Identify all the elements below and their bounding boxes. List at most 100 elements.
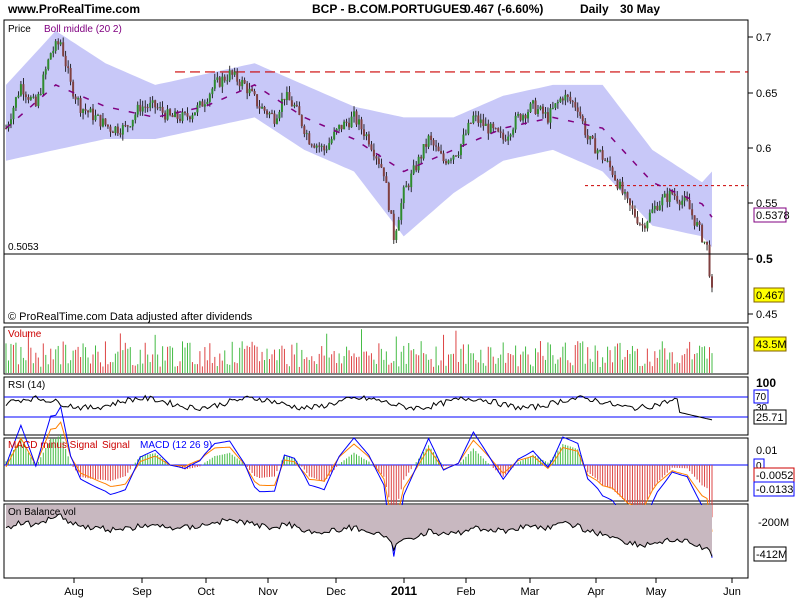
candle-body [37, 94, 40, 106]
candle-body [69, 68, 72, 82]
candle-body [303, 126, 306, 134]
candle-body [544, 112, 547, 114]
candle-body [206, 101, 209, 105]
candle-body [141, 106, 144, 112]
candle-body [84, 109, 87, 111]
candle-body [236, 71, 239, 82]
candle-body [412, 165, 415, 174]
candle-body [362, 129, 365, 137]
candle-body [569, 96, 572, 102]
candle-body [606, 160, 609, 162]
x-tick-label: Oct [197, 586, 214, 598]
macd-value-text: -0.0133 [756, 484, 793, 496]
candle-body [554, 103, 557, 108]
candle-body [571, 101, 574, 103]
candle-body [343, 121, 346, 130]
candle-body [22, 84, 25, 95]
candle-body [479, 119, 482, 123]
candle-body [405, 185, 408, 188]
y-tick: 0.7 [756, 32, 771, 44]
candle-body [248, 88, 251, 94]
candle-body [358, 119, 360, 125]
y-tick: 0.45 [756, 309, 777, 321]
candle-body [293, 104, 296, 107]
bollinger-band [6, 30, 712, 248]
candle-body [467, 122, 470, 134]
candle-body [353, 111, 356, 117]
candle-body [109, 126, 112, 132]
candle-body [146, 107, 149, 109]
candle-body [370, 144, 373, 150]
candle-body [345, 121, 348, 123]
candle-body [509, 134, 512, 137]
candle-body [14, 97, 17, 108]
candle-body [335, 128, 338, 132]
x-tick-label: Jun [723, 586, 741, 598]
candle-body [576, 107, 579, 112]
candle-body [385, 176, 388, 183]
candle-body [392, 213, 395, 240]
candle-body [566, 94, 569, 97]
instrument-name: BCP - B.COM.PORTUGUES [312, 2, 468, 16]
support-level-label: 0.5053 [8, 242, 39, 253]
candle-body [532, 100, 535, 104]
boll-badge-text: 0.5378 [756, 210, 790, 222]
volume-bars [5, 329, 713, 373]
candle-body [313, 145, 316, 148]
candle-body [415, 165, 418, 171]
candle-body [99, 114, 102, 127]
candle-body [159, 106, 162, 108]
candle-body [191, 115, 194, 120]
bollinger-band-area [6, 30, 712, 248]
candle-body [308, 133, 311, 145]
candle-body [134, 114, 137, 120]
candle-body [663, 193, 666, 198]
candle-body [164, 112, 167, 120]
candle-body [221, 76, 224, 87]
price-badge-text: 0.467 [756, 290, 784, 302]
candle-body [280, 98, 283, 112]
x-tick-label: Aug [64, 586, 84, 598]
candle-body [445, 161, 448, 164]
site-title[interactable]: www.ProRealTime.com [8, 2, 141, 16]
macd-tick: 0.01 [756, 445, 777, 457]
candle-body [79, 98, 82, 113]
candle-body [54, 41, 57, 51]
candle-body [372, 149, 375, 157]
candle-body [517, 113, 520, 116]
candle-body [166, 109, 169, 120]
rsi-70-text: 70 [755, 392, 767, 403]
candle-body [380, 164, 383, 168]
candle-body [591, 136, 594, 139]
price-badge [753, 287, 785, 303]
candle-body [633, 208, 636, 217]
x-tick-label: 2011 [391, 584, 417, 598]
candle-body [273, 113, 276, 124]
candle-body [101, 118, 104, 127]
candle-body [266, 110, 269, 115]
candle-body [126, 125, 129, 127]
candle-body [124, 125, 127, 127]
candle-body [410, 173, 413, 188]
rsi-label: RSI (14) [8, 380, 45, 391]
obv-label: On Balance vol [8, 507, 76, 518]
candle-body [231, 70, 234, 75]
candle-body [494, 128, 497, 130]
obv-badge-text: -412M [756, 549, 787, 561]
candle-body [144, 106, 147, 108]
candle-body [643, 225, 646, 229]
candle-body [440, 151, 443, 154]
candle-body [355, 111, 358, 125]
rsi-70-badge [753, 389, 769, 404]
candle-body [365, 134, 368, 137]
rsi-tick-100: 100 [756, 376, 776, 390]
candle-body [216, 77, 219, 80]
candle-body [701, 224, 704, 242]
candle-body [139, 104, 142, 112]
rsi-value-text: 25.71 [756, 412, 784, 424]
candle-body [161, 106, 164, 113]
candle-body [24, 94, 27, 98]
candle-body [183, 112, 186, 114]
candle-body [536, 109, 539, 114]
